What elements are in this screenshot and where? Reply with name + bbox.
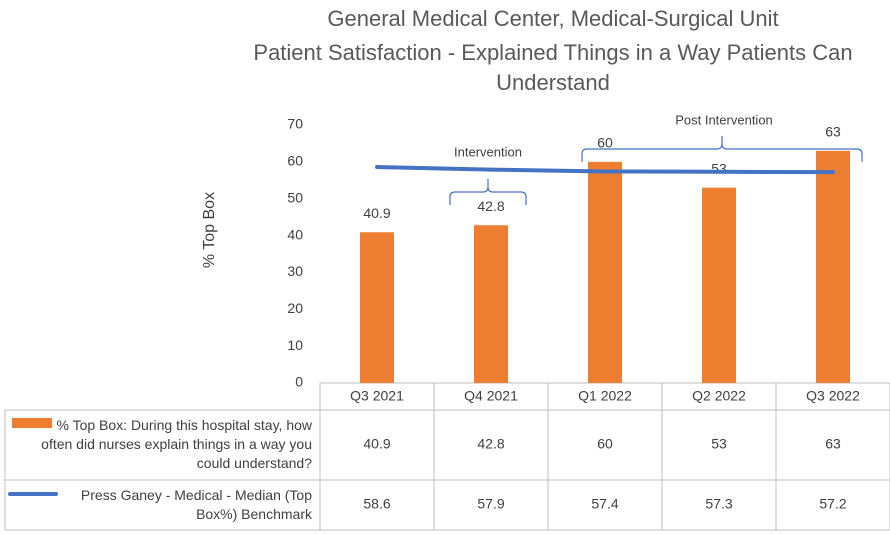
bar: [816, 150, 850, 383]
y-axis-label: % Top Box: [201, 192, 218, 268]
data-label: 40.9: [363, 205, 390, 221]
brace: [449, 179, 527, 205]
bar: [474, 225, 508, 383]
table-value: 57.4: [591, 496, 618, 512]
table-value: 40.9: [363, 436, 390, 452]
bar: [360, 232, 394, 383]
table-value: 53: [711, 436, 727, 452]
table-value: 58.6: [363, 496, 390, 512]
table-value: 42.8: [477, 436, 504, 452]
legend-key: [12, 418, 52, 428]
x-tick-label: Q4 2021: [464, 388, 518, 404]
table-value: 57.2: [819, 496, 846, 512]
data-label: 60: [597, 135, 613, 151]
y-tick-label: 20: [287, 300, 303, 316]
annotation: Intervention: [454, 144, 522, 159]
data-label: 63: [825, 124, 841, 140]
data-label: 42.8: [477, 198, 504, 214]
chart-subtitle: Patient Satisfaction - Explained Things …: [253, 40, 853, 95]
bar: [702, 187, 736, 383]
annotation: Post Intervention: [675, 112, 773, 127]
y-tick-label: 50: [287, 189, 303, 205]
chart-title: General Medical Center, Medical-Surgical…: [327, 6, 779, 31]
table-value: 60: [597, 436, 613, 452]
x-tick-label: Q3 2021: [350, 388, 404, 404]
line: [375, 165, 835, 175]
y-tick-label: 0: [295, 374, 303, 390]
x-tick-label: Q3 2022: [806, 388, 860, 404]
y-tick-label: 60: [287, 153, 303, 169]
table-value: 57.3: [705, 496, 732, 512]
brace: [581, 136, 863, 162]
x-tick-label: Q2 2022: [692, 388, 746, 404]
y-tick-label: 70: [287, 116, 303, 132]
y-tick-label: 10: [287, 337, 303, 353]
legend-label: % Top Box: During this hospital stay, ho…: [41, 417, 312, 471]
x-tick-label: Q1 2022: [578, 388, 632, 404]
legend-label: Press Ganey - Medical - Median (Top Box%…: [80, 487, 312, 522]
table-value: 57.9: [477, 496, 504, 512]
y-tick-label: 40: [287, 226, 303, 242]
data-label: 53: [711, 160, 727, 176]
bar: [588, 161, 622, 383]
table-value: 63: [825, 436, 841, 452]
y-tick-label: 30: [287, 263, 303, 279]
